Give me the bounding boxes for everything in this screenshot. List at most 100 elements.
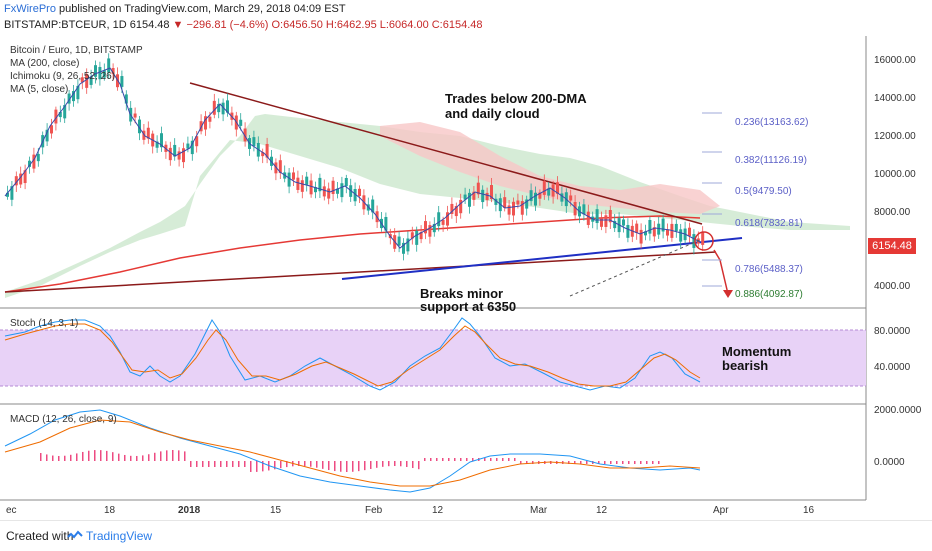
macd-hist-bar xyxy=(112,452,114,461)
candle-body xyxy=(54,109,58,124)
macd-hist-bar xyxy=(412,461,414,469)
macd-hist-bar xyxy=(88,450,90,461)
macd-hist-bar xyxy=(490,458,492,461)
candle-body xyxy=(666,229,669,236)
macd-hist-bar xyxy=(526,461,528,464)
candle-body xyxy=(239,119,243,126)
macd-hist-bar xyxy=(322,461,324,469)
macd-hist-bar xyxy=(130,455,132,461)
candle-body xyxy=(195,136,199,147)
price-axis-16000: 16000.00 xyxy=(874,55,916,66)
candle-body xyxy=(67,93,71,104)
time-label-12b: 12 xyxy=(596,505,608,516)
annotation-breaks-2: support at 6350 xyxy=(420,299,516,314)
candle-body xyxy=(331,180,335,195)
candle-body xyxy=(72,91,75,102)
stoch-legend: Stoch (14, 3, 1) xyxy=(10,318,79,329)
candle-body xyxy=(437,212,441,227)
macd-hist-bar xyxy=(334,461,336,472)
time-label-12a: 12 xyxy=(432,505,444,516)
annotation-momentum-2: bearish xyxy=(722,358,768,373)
candle-body xyxy=(419,231,423,240)
fib-05-label: 0.5(9479.50) xyxy=(735,186,792,197)
tradingview-brand[interactable]: TradingView xyxy=(86,529,153,543)
candle-body xyxy=(450,203,454,214)
fib-0382-label: 0.382(11126.19) xyxy=(735,155,807,166)
candle-body xyxy=(463,194,467,200)
candle-body xyxy=(556,182,559,194)
time-axis-labels: ec 18 2018 15 Feb 12 Mar 12 Apr 16 xyxy=(6,505,815,516)
candle-body xyxy=(45,129,49,142)
annotation-momentum-1: Momentum xyxy=(722,344,791,359)
candle-body xyxy=(402,242,405,254)
candle-body xyxy=(573,202,577,216)
macd-hist-bar xyxy=(76,453,78,461)
macd-hist-bar xyxy=(106,450,108,461)
macd-hist-bar xyxy=(82,451,84,461)
ichimoku-cloud-green xyxy=(5,114,850,298)
candle-body xyxy=(322,186,326,197)
candle-body xyxy=(468,192,471,207)
candle-body xyxy=(168,147,172,161)
chart-area[interactable]: 0.236(13163.62) 0.382(11126.19) 0.5(9479… xyxy=(0,36,932,520)
macd-hist-bar xyxy=(70,454,72,461)
macd-hist-bar xyxy=(508,458,510,461)
candle-body xyxy=(102,70,106,78)
macd-hist-bar xyxy=(256,461,258,472)
macd-hist-bar xyxy=(598,461,600,464)
candle-body xyxy=(525,199,529,209)
macd-hist-bar xyxy=(514,458,516,461)
macd-axis-2000: 2000.0000 xyxy=(874,405,922,416)
stoch-band xyxy=(0,330,866,386)
candle-body xyxy=(384,216,388,231)
candle-body xyxy=(406,238,410,252)
fib-0236-label: 0.236(13163.62) xyxy=(735,117,808,128)
macd-hist-bar xyxy=(154,452,156,461)
bearish-arrow xyxy=(713,249,729,295)
stoch-axis-40: 40.0000 xyxy=(874,362,911,373)
macd-hist-bar xyxy=(586,461,588,464)
candle-body xyxy=(204,116,207,130)
time-label-mar: Mar xyxy=(530,505,548,516)
candle-body xyxy=(679,229,683,242)
created-with-text: Created with xyxy=(6,529,74,543)
candle-body xyxy=(314,187,317,193)
candle-body xyxy=(459,199,463,214)
candle-body xyxy=(604,215,608,227)
candle-body xyxy=(432,223,436,233)
macd-hist-bar xyxy=(52,455,54,461)
candle-body xyxy=(265,143,269,158)
candle-body xyxy=(309,180,313,195)
annotation-breaks-1: Breaks minor xyxy=(420,286,503,301)
macd-hist-bar xyxy=(208,461,210,467)
candle-body xyxy=(261,152,265,157)
macd-hist-bar xyxy=(646,461,648,464)
author-link[interactable]: FxWirePro xyxy=(4,3,56,15)
candle-body xyxy=(340,183,344,198)
candle-body xyxy=(208,116,212,122)
macd-hist-bar xyxy=(628,461,630,464)
symbol-label: BITSTAMP:BTCEUR, 1D xyxy=(4,19,127,31)
bearish-arrow-head xyxy=(723,290,733,298)
candle-body xyxy=(476,182,480,195)
macd-hist-bar xyxy=(502,458,504,461)
candle-body xyxy=(296,177,300,190)
candle-body xyxy=(212,100,216,115)
last-price: 6154.48 xyxy=(129,19,170,31)
macd-hist-bar xyxy=(40,453,42,461)
macd-hist-bar xyxy=(250,461,252,472)
macd-hist-bar xyxy=(616,461,618,464)
time-label-apr: Apr xyxy=(713,505,729,516)
candle-body xyxy=(85,74,89,88)
macd-hist-bar xyxy=(370,461,372,469)
minor-support-line[interactable] xyxy=(341,237,743,280)
descending-trendline[interactable] xyxy=(189,82,703,225)
lower-trendline[interactable] xyxy=(4,251,717,293)
candle-body xyxy=(538,192,542,199)
candle-body xyxy=(520,201,524,215)
candle-body xyxy=(32,154,36,169)
candle-body xyxy=(595,209,599,224)
candle-body xyxy=(560,193,564,202)
candle-body xyxy=(226,100,229,113)
macd-hist-bar xyxy=(118,453,120,461)
